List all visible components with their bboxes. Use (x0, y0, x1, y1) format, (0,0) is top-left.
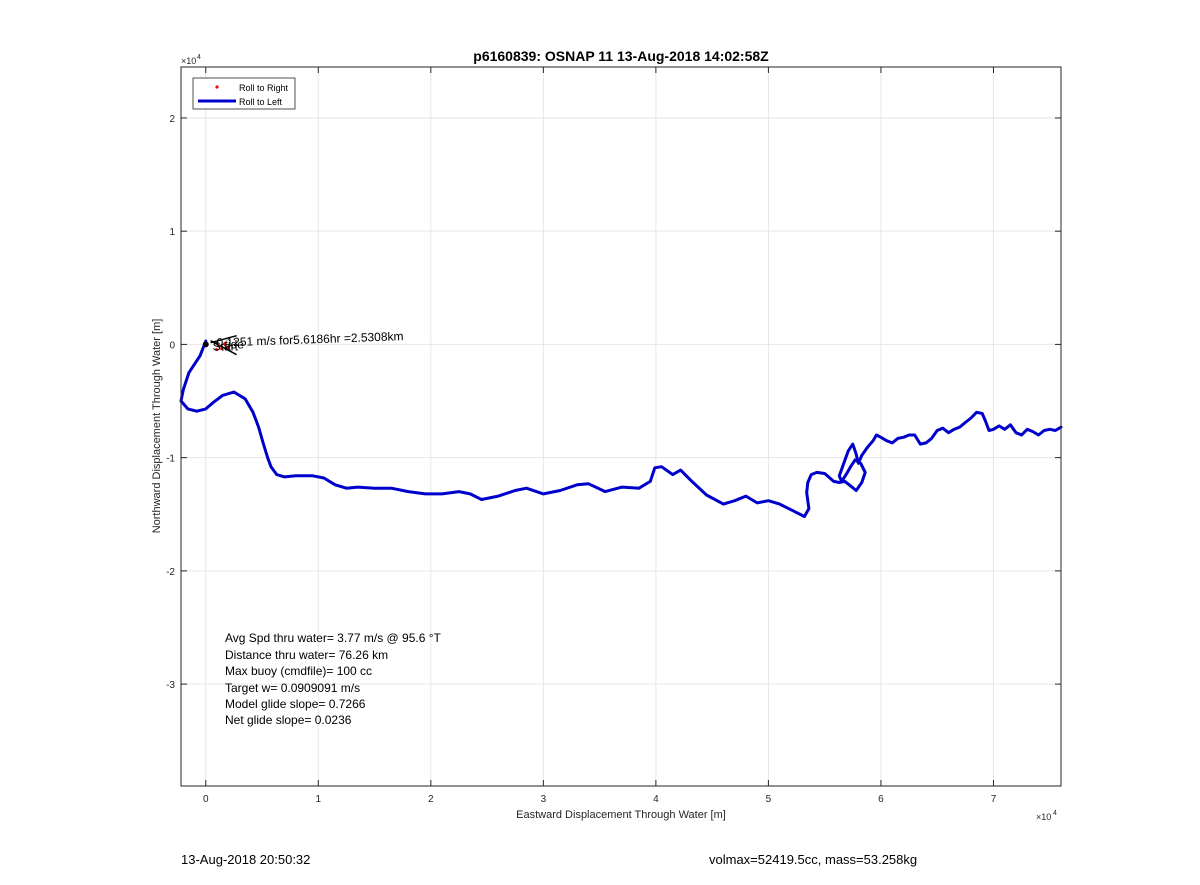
x-tick-label: 4 (653, 794, 659, 805)
y-multiplier-exponent: 4 (197, 54, 201, 61)
legend[interactable]: Roll to Right Roll to Left (192, 77, 296, 110)
heading-arrow (210, 340, 237, 356)
x-axis-label: Eastward Displacement Through Water [m] (516, 809, 726, 821)
stats-block: Avg Spd thru water= 3.77 m/s @ 95.6 °T D… (225, 631, 442, 727)
roll-right-point (220, 347, 224, 351)
roll-right-point (215, 348, 219, 352)
legend-box (192, 77, 296, 110)
y-axis-label: Northward Displacement Through Water [m] (151, 319, 163, 534)
y-tick-label: 2 (169, 114, 175, 125)
legend-label-roll-right: Roll to Right (239, 83, 289, 93)
current-annotation: 0.1251 m/s for5.6186hr =2.5308km (216, 329, 403, 350)
x-tick-label: 0 (203, 794, 209, 805)
footer-timestamp: 13-Aug-2018 20:50:32 (181, 852, 311, 867)
y-tick-label: -2 (166, 567, 175, 578)
stat-model-glide: Model glide slope= 0.7266 (225, 697, 366, 711)
x-tick-label: 2 (428, 794, 434, 805)
x-multiplier-exponent: 4 (1053, 810, 1057, 817)
plot-frame (180, 66, 1062, 787)
x-tick-label: 5 (766, 794, 772, 805)
chart-title: p6160839: OSNAP 11 13-Aug-2018 14:02:58Z (473, 48, 769, 64)
drift-label: tide (225, 338, 245, 352)
roll-right-point (226, 346, 230, 350)
stat-target-w: Target w= 0.0909091 m/s (225, 681, 360, 695)
stat-distance: Distance thru water= 76.26 km (225, 648, 388, 662)
legend-marker-roll-right (215, 85, 219, 89)
y-tick-label: -3 (166, 680, 175, 691)
y-tick-label: 1 (169, 227, 175, 238)
x-tick-label: 3 (541, 794, 547, 805)
y-tick-label: -1 (166, 454, 175, 465)
plot-background (181, 67, 1061, 786)
y-tick-label: 0 (169, 340, 175, 351)
footer-mass-info: volmax=52419.5cc, mass=53.258kg (709, 852, 918, 867)
heading-arrow (210, 334, 237, 344)
roll-right-point (217, 344, 221, 348)
x-tick-label: 7 (991, 794, 997, 805)
x-tick-label: 1 (316, 794, 322, 805)
stat-net-glide: Net glide slope= 0.0236 (225, 713, 352, 727)
grid-lines (181, 67, 1061, 786)
stat-max-buoy: Max buoy (cmdfile)= 100 cc (225, 664, 372, 678)
tick-layer: 0 1 2 3 4 5 6 7 -3 -2 -1 0 1 2 (166, 67, 1061, 805)
x-multiplier-base: ×10 (1036, 812, 1051, 822)
series-line-roll-to-left (179, 339, 1063, 518)
series-layer (179, 339, 1063, 518)
start-marker (202, 341, 209, 348)
y-multiplier-base: ×10 (181, 56, 196, 66)
x-multiplier: ×10 4 (1036, 810, 1057, 822)
start-label: Start (213, 340, 239, 354)
x-tick-label: 6 (878, 794, 884, 805)
y-multiplier: ×10 4 (181, 54, 201, 66)
legend-label-roll-left: Roll to Left (239, 97, 283, 107)
stat-avg-speed: Avg Spd thru water= 3.77 m/s @ 95.6 °T (225, 631, 442, 645)
roll-right-point (223, 342, 227, 346)
